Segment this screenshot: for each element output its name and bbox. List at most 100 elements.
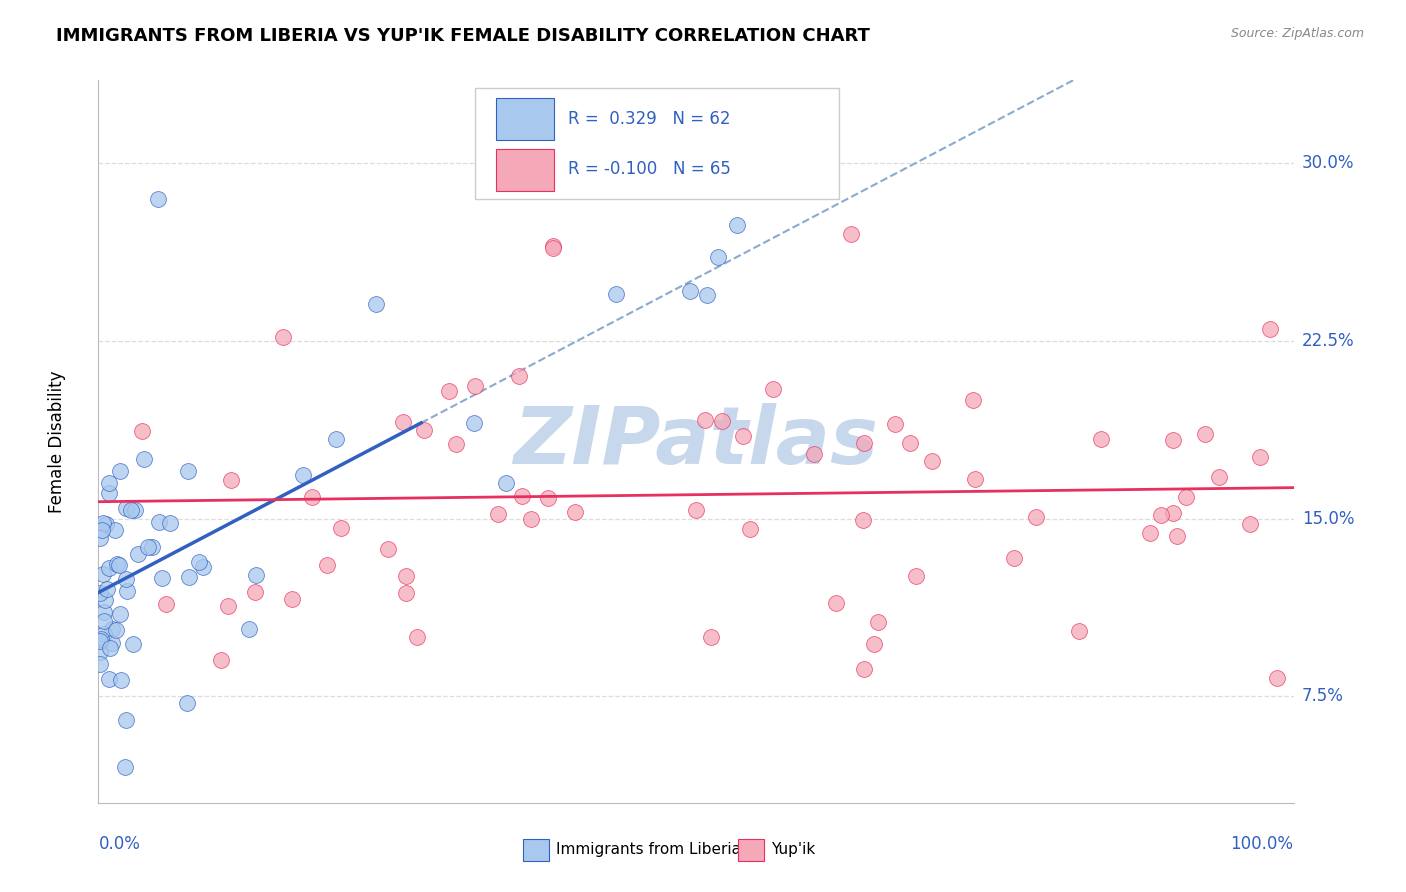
Point	[537, 491, 560, 505]
Point	[329, 520, 352, 534]
Point	[1002, 550, 1025, 565]
Point	[301, 490, 323, 504]
Point	[495, 475, 517, 490]
Point	[853, 662, 876, 676]
Point	[291, 467, 314, 482]
Point	[541, 241, 564, 255]
Point	[1025, 510, 1047, 524]
Point	[90, 632, 112, 646]
Point	[93, 614, 115, 628]
Point	[325, 432, 347, 446]
Point	[962, 393, 984, 408]
Point	[1258, 322, 1281, 336]
Point	[761, 382, 783, 396]
Point	[395, 585, 418, 599]
Text: 22.5%: 22.5%	[1302, 332, 1354, 350]
Text: IMMIGRANTS FROM LIBERIA VS YUP'IK FEMALE DISABILITY CORRELATION CHART: IMMIGRANTS FROM LIBERIA VS YUP'IK FEMALE…	[56, 27, 870, 45]
Point	[108, 558, 131, 573]
Point	[89, 586, 111, 600]
Point	[273, 330, 295, 344]
Text: Source: ZipAtlas.com: Source: ZipAtlas.com	[1230, 27, 1364, 40]
Point	[89, 532, 111, 546]
Point	[131, 424, 153, 438]
Point	[711, 414, 734, 428]
Point	[413, 423, 436, 437]
Point	[508, 369, 530, 384]
Point	[863, 637, 886, 651]
Point	[406, 630, 429, 644]
Point	[98, 476, 121, 491]
Point	[127, 547, 149, 561]
Point	[1139, 525, 1161, 540]
Point	[1249, 450, 1271, 464]
Point	[101, 622, 124, 636]
FancyBboxPatch shape	[475, 87, 839, 200]
Text: ZIPatlas: ZIPatlas	[513, 402, 879, 481]
Point	[921, 454, 943, 468]
Point	[444, 437, 467, 451]
Point	[91, 516, 114, 530]
Text: Yup'ik: Yup'ik	[772, 842, 815, 857]
Point	[315, 558, 337, 572]
Point	[738, 523, 761, 537]
Point	[852, 513, 875, 527]
Point	[176, 696, 198, 710]
Bar	[738, 838, 763, 861]
Text: 7.5%: 7.5%	[1302, 687, 1344, 706]
Point	[91, 523, 114, 537]
Point	[104, 524, 127, 538]
Point	[221, 474, 243, 488]
Point	[1194, 427, 1216, 442]
Point	[679, 284, 702, 298]
Point	[238, 622, 260, 636]
Point	[464, 379, 486, 393]
Text: R =  0.329   N = 62: R = 0.329 N = 62	[568, 110, 731, 128]
Point	[1150, 508, 1173, 523]
Point	[98, 673, 121, 687]
Point	[510, 489, 533, 503]
Point	[159, 516, 181, 530]
Point	[104, 623, 127, 637]
Point	[93, 627, 115, 641]
Point	[884, 417, 907, 432]
Point	[93, 567, 115, 582]
Point	[281, 591, 304, 606]
Point	[97, 561, 120, 575]
Point	[245, 567, 267, 582]
Point	[136, 540, 159, 554]
Point	[101, 636, 124, 650]
Point	[94, 593, 117, 607]
Point	[520, 512, 543, 526]
Point	[134, 452, 156, 467]
Point	[148, 515, 170, 529]
Point	[392, 415, 415, 429]
Point	[121, 637, 143, 651]
Point	[97, 486, 120, 500]
Point	[217, 599, 239, 614]
Point	[94, 516, 117, 531]
Point	[1239, 516, 1261, 531]
Point	[1161, 434, 1184, 448]
Point	[866, 615, 889, 629]
Text: 15.0%: 15.0%	[1302, 509, 1354, 527]
Point	[115, 584, 138, 599]
Point	[191, 559, 214, 574]
Point	[541, 239, 564, 253]
Point	[105, 557, 128, 571]
Point	[605, 287, 627, 301]
Point	[693, 413, 716, 427]
Text: R = -0.100   N = 65: R = -0.100 N = 65	[568, 161, 731, 178]
Text: 30.0%: 30.0%	[1302, 154, 1354, 172]
Point	[852, 435, 875, 450]
Point	[110, 673, 132, 687]
Point	[803, 447, 825, 461]
Point	[1175, 490, 1198, 504]
Point	[1265, 671, 1288, 685]
Point	[89, 645, 111, 659]
Point	[115, 501, 138, 516]
Point	[96, 582, 118, 596]
Point	[110, 607, 132, 621]
Point	[965, 472, 987, 486]
Bar	[496, 98, 554, 140]
Point	[150, 571, 173, 585]
